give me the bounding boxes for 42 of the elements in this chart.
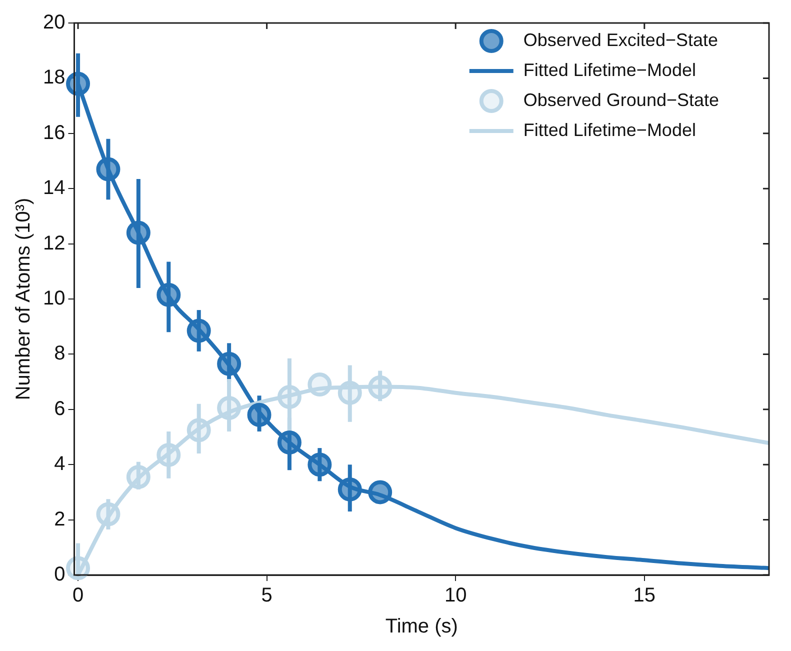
point: [66, 72, 90, 96]
point: [217, 352, 242, 376]
point: [126, 465, 150, 490]
point: [156, 282, 181, 307]
point: [338, 477, 362, 502]
point: [186, 418, 211, 442]
y-tick-label: 8: [54, 342, 66, 365]
point: [277, 384, 302, 409]
point: [66, 556, 90, 580]
point: [126, 220, 150, 245]
point: [217, 396, 242, 420]
legend-label: Observed Ground−State: [523, 90, 720, 110]
y-tick-label: 16: [42, 122, 66, 144]
x-tick-label: 15: [633, 584, 656, 607]
point: [308, 372, 332, 397]
legend-label: Fitted Lifetime−Model: [523, 60, 696, 80]
x-axis-title: Time (s): [385, 616, 458, 638]
y-tick-label: 10: [42, 288, 66, 310]
point: [308, 452, 332, 477]
x-tick-label: 5: [261, 584, 272, 607]
y-tick-label: 20: [42, 12, 66, 34]
y-tick-label: 12: [42, 232, 66, 254]
x-tick-label: 10: [444, 584, 467, 607]
point: [186, 318, 211, 343]
point: [368, 375, 392, 400]
y-axis-title: Number of Atoms (10³): [12, 198, 35, 400]
point: [368, 480, 392, 504]
y-tick-label: 4: [54, 453, 66, 476]
x-tick-label: 0: [72, 584, 84, 607]
point: [277, 430, 302, 455]
point: [96, 157, 120, 182]
point: [156, 442, 181, 467]
y-tick-label: 18: [42, 66, 66, 89]
point: [338, 380, 362, 405]
point: [247, 402, 272, 427]
legend-label: Fitted Lifetime−Model: [523, 120, 696, 140]
y-tick-label: 2: [54, 508, 66, 530]
point: [96, 502, 120, 526]
legend-label: Observed Excited−State: [523, 30, 718, 50]
y-tick-label: 14: [42, 177, 66, 200]
y-tick-label: 0: [54, 564, 66, 586]
y-tick-label: 6: [54, 398, 66, 420]
